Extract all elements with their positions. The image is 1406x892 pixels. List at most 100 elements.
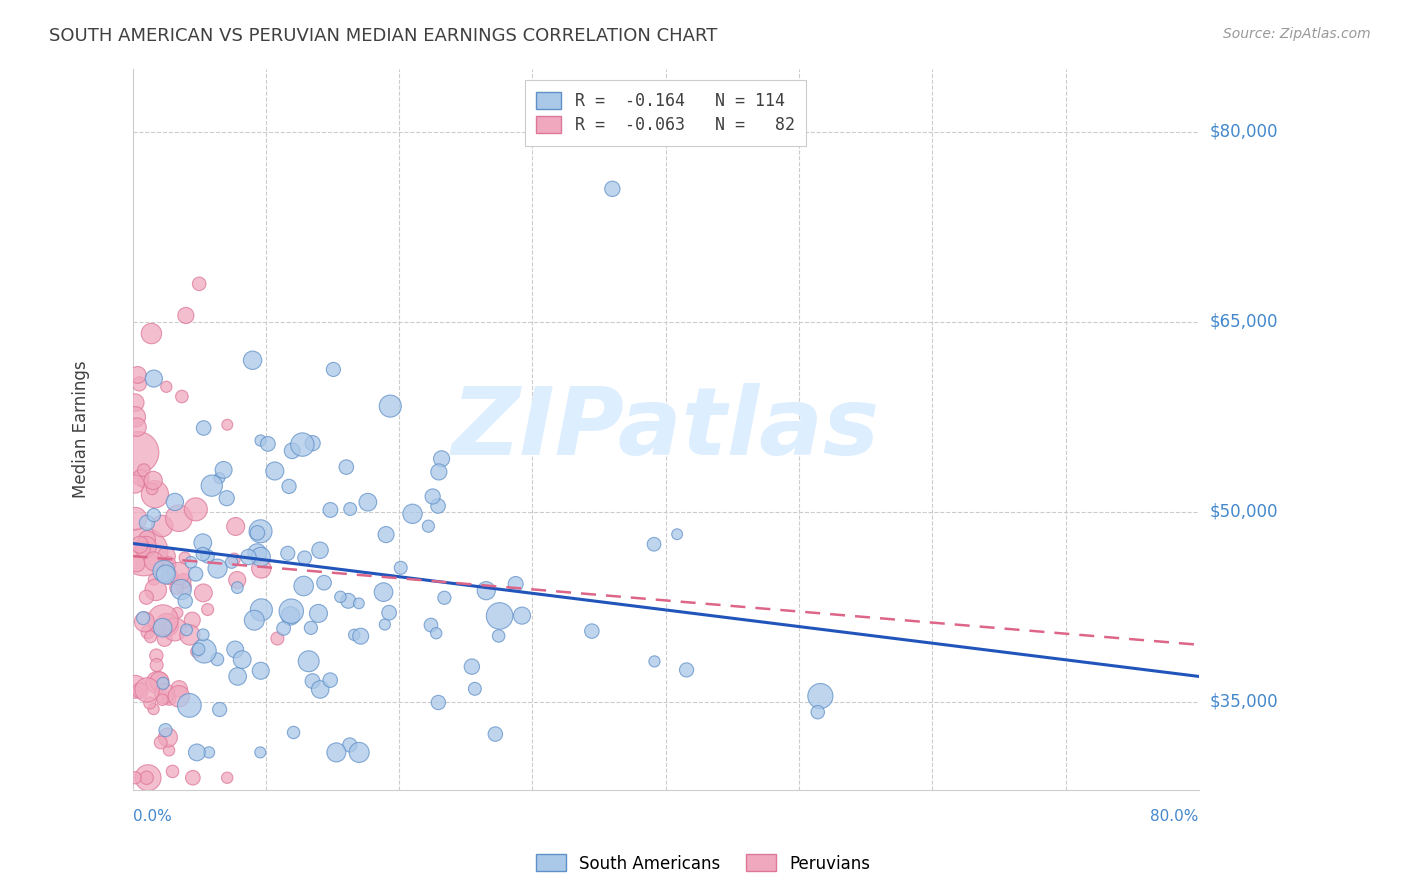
Point bbox=[166, 606, 188, 620]
Point bbox=[312, 575, 335, 590]
Point bbox=[174, 594, 197, 608]
Text: $35,000: $35,000 bbox=[1211, 693, 1278, 711]
Text: Source: ZipAtlas.com: Source: ZipAtlas.com bbox=[1223, 27, 1371, 41]
Point bbox=[191, 547, 214, 561]
Point bbox=[301, 674, 323, 689]
Point bbox=[263, 464, 285, 478]
Point bbox=[807, 705, 830, 719]
Point bbox=[167, 511, 190, 525]
Point bbox=[191, 628, 214, 642]
Point bbox=[250, 603, 273, 617]
Point bbox=[139, 696, 162, 710]
Point bbox=[181, 613, 204, 627]
Point bbox=[152, 613, 174, 627]
Point bbox=[250, 561, 273, 575]
Point bbox=[157, 558, 180, 572]
Point bbox=[375, 527, 398, 541]
Text: ZIPatlas: ZIPatlas bbox=[451, 384, 880, 475]
Point bbox=[249, 746, 271, 760]
Point bbox=[343, 628, 366, 642]
Point bbox=[224, 642, 246, 657]
Point bbox=[131, 542, 153, 557]
Point bbox=[197, 602, 219, 616]
Point bbox=[141, 482, 163, 496]
Point bbox=[170, 390, 193, 404]
Point bbox=[124, 409, 146, 424]
Point bbox=[433, 591, 456, 605]
Point bbox=[186, 644, 208, 658]
Point bbox=[181, 771, 204, 785]
Point bbox=[125, 420, 148, 434]
Point bbox=[373, 585, 395, 599]
Point bbox=[309, 682, 332, 697]
Point bbox=[347, 746, 370, 760]
Point bbox=[153, 632, 176, 646]
Point bbox=[167, 690, 190, 704]
Point bbox=[136, 682, 159, 697]
Point bbox=[129, 683, 152, 698]
Point bbox=[166, 581, 188, 595]
Point bbox=[350, 629, 373, 643]
Point bbox=[124, 395, 146, 409]
Point bbox=[127, 445, 149, 459]
Point bbox=[153, 564, 176, 578]
Point bbox=[173, 574, 195, 588]
Point bbox=[249, 664, 271, 678]
Point bbox=[280, 604, 302, 618]
Point bbox=[193, 644, 215, 658]
Point bbox=[299, 621, 322, 635]
Point bbox=[155, 567, 177, 582]
Point bbox=[152, 676, 174, 690]
Point bbox=[128, 376, 150, 391]
Point bbox=[198, 746, 221, 760]
Point bbox=[149, 735, 172, 749]
Point bbox=[132, 611, 155, 625]
Point bbox=[157, 691, 180, 706]
Point bbox=[221, 555, 243, 569]
Point bbox=[484, 727, 506, 741]
Point bbox=[142, 474, 165, 488]
Point bbox=[226, 573, 249, 587]
Point bbox=[281, 443, 304, 458]
Point bbox=[125, 557, 148, 571]
Point bbox=[464, 681, 486, 696]
Legend: R =  -0.164   N = 114, R =  -0.063   N =   82: R = -0.164 N = 114, R = -0.063 N = 82 bbox=[524, 80, 807, 146]
Point bbox=[145, 658, 167, 673]
Point bbox=[602, 182, 624, 196]
Point bbox=[257, 437, 280, 451]
Point bbox=[132, 463, 155, 477]
Point bbox=[208, 702, 231, 716]
Point bbox=[129, 471, 152, 485]
Text: 80.0%: 80.0% bbox=[1150, 809, 1199, 824]
Point bbox=[207, 561, 229, 575]
Point bbox=[488, 629, 510, 643]
Point bbox=[188, 277, 211, 291]
Point bbox=[184, 502, 207, 516]
Point bbox=[136, 771, 159, 785]
Point bbox=[127, 368, 149, 382]
Point bbox=[225, 519, 247, 533]
Point bbox=[134, 615, 156, 629]
Point bbox=[292, 579, 315, 593]
Point bbox=[238, 549, 260, 564]
Point bbox=[427, 465, 450, 479]
Point bbox=[145, 648, 167, 663]
Point bbox=[273, 622, 295, 636]
Point bbox=[280, 608, 302, 623]
Text: $80,000: $80,000 bbox=[1211, 123, 1278, 141]
Point bbox=[155, 380, 177, 394]
Point bbox=[146, 675, 169, 690]
Point bbox=[422, 490, 444, 504]
Point bbox=[319, 673, 342, 687]
Point bbox=[124, 511, 146, 525]
Point bbox=[143, 487, 166, 501]
Legend: South Americans, Peruvians: South Americans, Peruvians bbox=[530, 847, 876, 880]
Point bbox=[666, 527, 689, 541]
Point bbox=[193, 421, 215, 435]
Point bbox=[475, 583, 498, 598]
Point bbox=[329, 590, 352, 604]
Point bbox=[278, 479, 301, 493]
Point bbox=[581, 624, 603, 639]
Point bbox=[246, 546, 269, 560]
Point bbox=[180, 555, 202, 569]
